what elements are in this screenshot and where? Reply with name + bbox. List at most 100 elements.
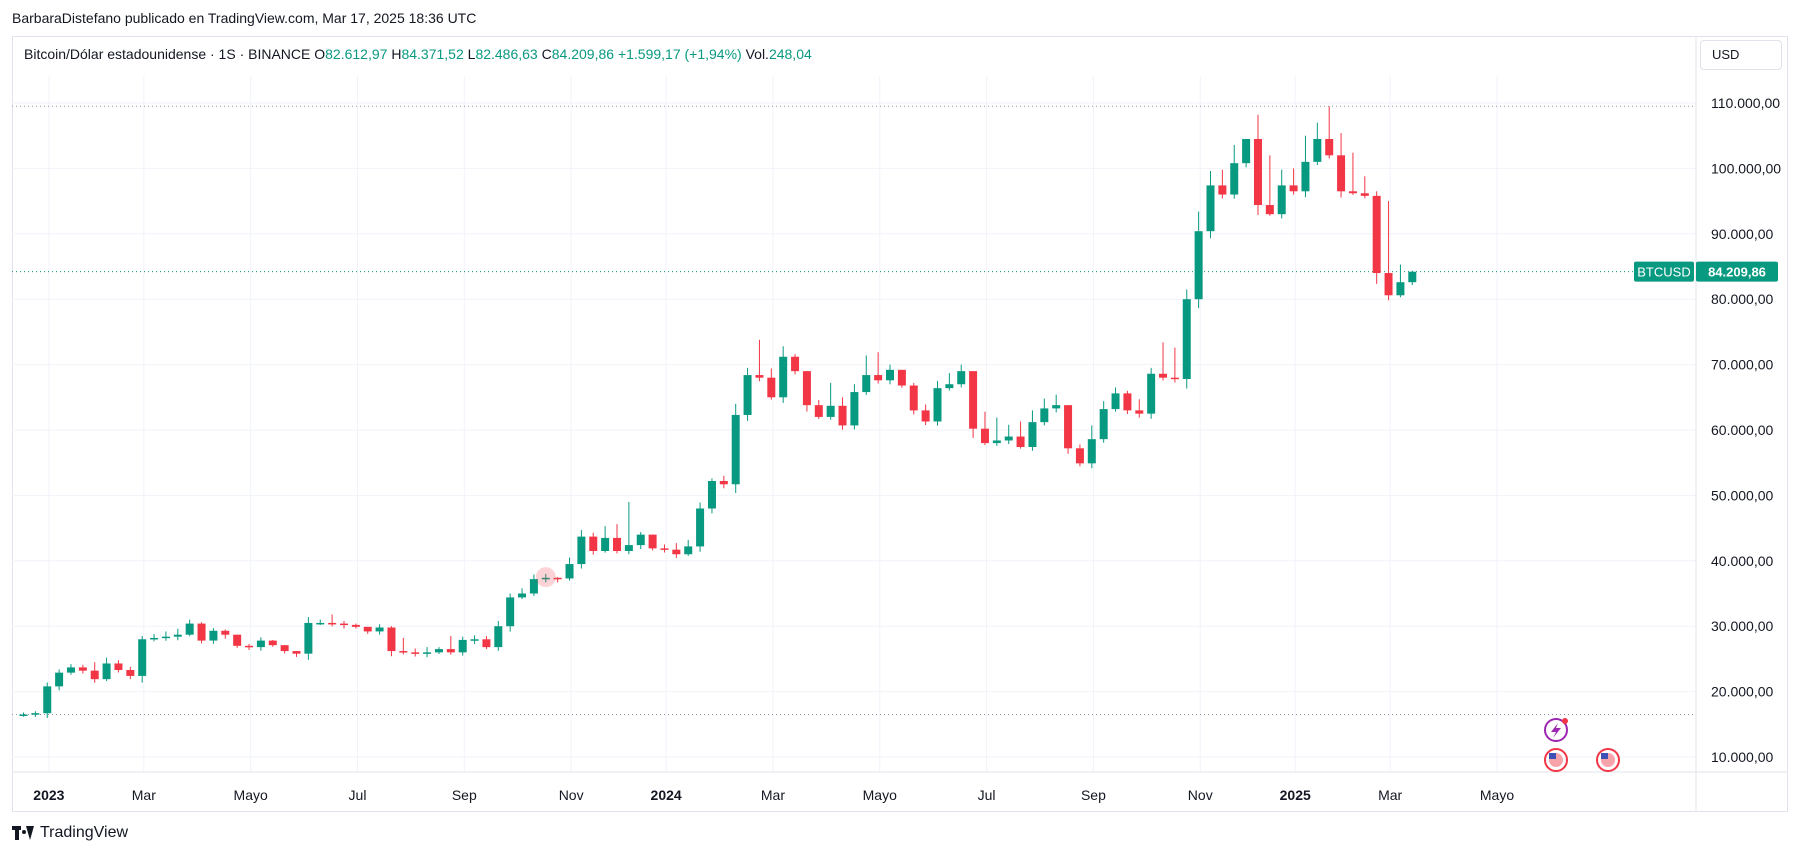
candle-body[interactable] bbox=[969, 371, 978, 429]
candle-body[interactable] bbox=[173, 634, 182, 637]
candle-body[interactable] bbox=[1337, 155, 1346, 192]
candle-body[interactable] bbox=[1040, 408, 1049, 423]
candle-body[interactable] bbox=[221, 630, 230, 635]
candle-body[interactable] bbox=[779, 356, 788, 398]
candle-body[interactable] bbox=[387, 627, 396, 652]
candle-body[interactable] bbox=[1016, 436, 1025, 448]
candle-body[interactable] bbox=[150, 637, 159, 640]
candle-body[interactable] bbox=[185, 623, 194, 635]
candle-body[interactable] bbox=[719, 481, 728, 485]
candle-body[interactable] bbox=[280, 645, 289, 652]
candle-body[interactable] bbox=[1277, 185, 1286, 215]
candle-body[interactable] bbox=[553, 577, 562, 580]
candle-body[interactable] bbox=[1064, 405, 1073, 449]
candle-body[interactable] bbox=[399, 651, 408, 653]
candle-body[interactable] bbox=[233, 634, 242, 646]
candle-body[interactable] bbox=[980, 428, 989, 444]
candle-body[interactable] bbox=[992, 440, 1001, 444]
candle-body[interactable] bbox=[292, 651, 301, 654]
candle-body[interactable] bbox=[707, 481, 716, 509]
candle-body[interactable] bbox=[743, 375, 752, 415]
candle-body[interactable] bbox=[850, 392, 859, 426]
candle-body[interactable] bbox=[826, 405, 835, 417]
symbol-name[interactable]: Bitcoin/Dólar estadounidense · 1S · BINA… bbox=[24, 46, 311, 62]
candle-body[interactable] bbox=[767, 377, 776, 398]
candle-body[interactable] bbox=[304, 622, 313, 654]
candle-body[interactable] bbox=[1242, 138, 1251, 164]
candle-body[interactable] bbox=[601, 537, 610, 551]
candle-body[interactable] bbox=[696, 508, 705, 547]
candle-body[interactable] bbox=[577, 536, 586, 565]
candle-body[interactable] bbox=[814, 405, 823, 417]
candle-body[interactable] bbox=[1087, 439, 1096, 464]
candle-body[interactable] bbox=[897, 369, 906, 386]
candle-body[interactable] bbox=[78, 667, 87, 671]
candle-body[interactable] bbox=[1408, 271, 1417, 283]
footer-brand[interactable]: TradingView bbox=[12, 824, 128, 842]
candle-body[interactable] bbox=[1028, 422, 1037, 448]
candle-body[interactable] bbox=[1052, 405, 1061, 409]
candle-body[interactable] bbox=[1159, 373, 1168, 378]
candle-body[interactable] bbox=[1301, 161, 1310, 192]
candle-body[interactable] bbox=[933, 388, 942, 422]
candle-body[interactable] bbox=[19, 714, 28, 716]
candle-body[interactable] bbox=[909, 385, 918, 411]
candle-body[interactable] bbox=[1384, 273, 1393, 296]
candle-body[interactable] bbox=[114, 663, 123, 671]
candle-body[interactable] bbox=[482, 639, 491, 648]
candle-body[interactable] bbox=[1348, 191, 1357, 194]
candle-body[interactable] bbox=[518, 593, 527, 598]
candle-body[interactable] bbox=[506, 597, 515, 627]
candle-body[interactable] bbox=[945, 384, 954, 389]
candle-body[interactable] bbox=[1170, 377, 1179, 380]
candle-body[interactable] bbox=[684, 546, 693, 555]
candle-body[interactable] bbox=[648, 534, 657, 549]
candle-body[interactable] bbox=[589, 536, 598, 551]
candle-body[interactable] bbox=[470, 639, 479, 641]
candle-body[interactable] bbox=[55, 672, 64, 687]
candle-body[interactable] bbox=[197, 623, 206, 641]
candle-body[interactable] bbox=[672, 549, 681, 555]
candle-body[interactable] bbox=[126, 670, 135, 676]
candle-body[interactable] bbox=[1206, 185, 1215, 232]
candle-body[interactable] bbox=[375, 627, 384, 632]
candle-body[interactable] bbox=[1360, 193, 1369, 196]
candle-body[interactable] bbox=[1230, 163, 1239, 195]
candle-body[interactable] bbox=[1147, 373, 1156, 414]
candle-body[interactable] bbox=[636, 534, 645, 546]
candle-body[interactable] bbox=[90, 670, 99, 680]
candle-body[interactable] bbox=[1135, 410, 1144, 414]
candle-body[interactable] bbox=[1075, 448, 1084, 464]
candle-body[interactable] bbox=[731, 414, 740, 485]
candle-body[interactable] bbox=[565, 564, 574, 579]
candle-body[interactable] bbox=[66, 667, 75, 673]
candle-body[interactable] bbox=[316, 622, 325, 625]
candle-body[interactable] bbox=[529, 579, 538, 594]
candle-body[interactable] bbox=[541, 577, 550, 580]
candle-body[interactable] bbox=[1194, 231, 1203, 300]
candle-body[interactable] bbox=[886, 369, 895, 381]
candle-body[interactable] bbox=[838, 405, 847, 426]
candle-body[interactable] bbox=[411, 652, 420, 654]
candle-body[interactable] bbox=[339, 623, 348, 626]
candle-body[interactable] bbox=[1004, 436, 1013, 441]
candle-body[interactable] bbox=[1372, 195, 1381, 274]
chart-frame[interactable] bbox=[12, 36, 1788, 812]
candle-body[interactable] bbox=[957, 371, 966, 385]
candle-body[interactable] bbox=[43, 686, 52, 714]
candle-body[interactable] bbox=[363, 626, 372, 632]
candle-body[interactable] bbox=[256, 640, 265, 648]
candle-body[interactable] bbox=[1123, 393, 1132, 411]
candle-body[interactable] bbox=[1265, 205, 1274, 215]
candle-body[interactable] bbox=[624, 545, 633, 551]
candle-body[interactable] bbox=[660, 548, 669, 550]
candle-body[interactable] bbox=[1182, 299, 1191, 379]
candle-body[interactable] bbox=[102, 663, 111, 680]
candle-body[interactable] bbox=[1289, 185, 1298, 192]
candle-body[interactable] bbox=[1313, 138, 1322, 162]
currency-button[interactable]: USD bbox=[1700, 40, 1782, 70]
candle-body[interactable] bbox=[755, 375, 764, 378]
candle-body[interactable] bbox=[1218, 185, 1227, 195]
candle-body[interactable] bbox=[328, 622, 337, 625]
